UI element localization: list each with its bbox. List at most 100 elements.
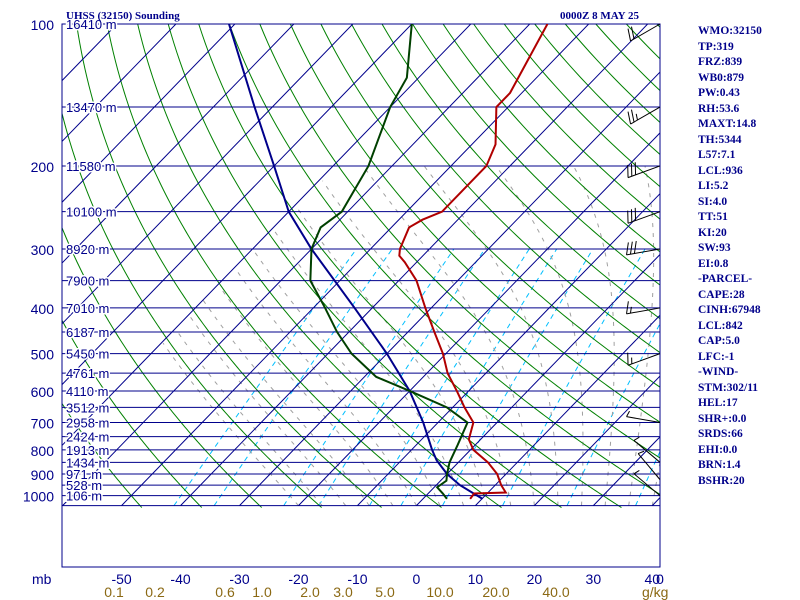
dewpoint-trace-point xyxy=(309,279,311,282)
height-label: 5450 m xyxy=(66,347,109,362)
dewpoint-trace-point xyxy=(411,24,413,25)
index-value: TT:51 xyxy=(698,211,728,223)
dry-adiabat xyxy=(411,24,660,286)
isotherm-line xyxy=(475,314,660,506)
dewpoint-trace-point xyxy=(406,77,408,79)
height-label: 2958 m xyxy=(66,416,109,431)
isotherm-line xyxy=(62,24,354,325)
isotherm-line xyxy=(62,24,295,264)
height-label: 7900 m xyxy=(66,274,109,289)
index-value: CINH:67948 xyxy=(698,304,761,316)
barb-flag xyxy=(627,111,632,125)
temperature-trace-point xyxy=(468,438,470,440)
temperature-tick-label: -10 xyxy=(347,571,367,587)
pressure-tick-label: 1000 xyxy=(23,489,54,505)
index-value: SHR+:0.0 xyxy=(698,412,747,425)
parcel-trace-point xyxy=(481,498,483,500)
mixing-ratio-line xyxy=(566,322,660,506)
pressure-tick-label: 700 xyxy=(31,416,55,432)
plot-frame xyxy=(61,23,661,568)
barb-flag xyxy=(626,242,629,255)
index-value: -PARCEL- xyxy=(698,273,753,285)
wind-barb xyxy=(626,410,661,424)
temperature-trace-point xyxy=(485,165,487,167)
barb-staff xyxy=(633,473,661,496)
index-value: SRDS:66 xyxy=(698,428,743,440)
index-value: BRN:1.4 xyxy=(698,459,741,471)
mixing-ratio-tick-label: 40.0 xyxy=(542,584,569,600)
isotherm-line xyxy=(180,24,649,506)
temperature-trace-point xyxy=(494,143,497,145)
barb-half-flag xyxy=(633,436,640,441)
parcel-trace-point xyxy=(386,353,388,355)
isotherm-line xyxy=(62,24,472,447)
temperature-trace-point xyxy=(415,279,418,282)
temperature-trace-point xyxy=(469,498,471,500)
moist-adiabat xyxy=(362,165,535,506)
height-label: 16410 m xyxy=(66,17,117,32)
index-value: BSHR:20 xyxy=(698,474,745,487)
temperature-trace-point xyxy=(487,461,489,463)
isotherm-line xyxy=(62,24,236,203)
wind-barb xyxy=(627,207,661,224)
mixing-ratio-line xyxy=(173,248,357,506)
index-value: RH:53.6 xyxy=(698,102,740,115)
barb-half-flag xyxy=(635,113,638,121)
dewpoint-trace-point xyxy=(409,390,411,392)
index-value: EHI:0.0 xyxy=(698,443,738,456)
dewpoint-trace-point xyxy=(445,480,448,482)
isotherm-line xyxy=(239,71,660,506)
dewpoint-trace-point xyxy=(448,461,451,463)
index-value: FRZ:839 xyxy=(698,56,743,68)
temperature-trace-point xyxy=(424,307,426,309)
temperature-tick-label: -50 xyxy=(111,571,131,587)
pressure-unit-label: mb xyxy=(32,571,52,587)
station-title: UHSS (32150) Sounding xyxy=(66,10,180,22)
height-label: 11580 m xyxy=(66,159,116,174)
isotherm-line xyxy=(416,253,660,506)
index-value: PW:0.43 xyxy=(698,87,740,99)
barb-flag xyxy=(626,301,629,314)
barb-flag xyxy=(630,109,635,123)
temperature-trace-point xyxy=(441,211,443,213)
index-value: LCL:936 xyxy=(698,164,743,177)
barb-half-flag xyxy=(629,306,632,314)
index-value: LCL:842 xyxy=(698,319,743,332)
parcel-trace-point xyxy=(459,484,461,486)
mixing-ratio-line xyxy=(442,248,594,506)
temperature-tick-label: 10 xyxy=(468,571,484,587)
dewpoint-trace-point xyxy=(367,165,370,167)
dewpoint-trace xyxy=(309,24,469,500)
mixing-ratio-line xyxy=(318,248,486,506)
dry-adiabat xyxy=(62,226,263,508)
mixing-ratio-line xyxy=(400,248,558,506)
temperature-trace-point xyxy=(546,24,549,25)
temperature-trace-point xyxy=(399,248,401,250)
barb-flag xyxy=(627,28,632,42)
height-label: 1913 m xyxy=(66,443,109,458)
height-label: 4110 m xyxy=(66,384,108,399)
temperature-trace-point xyxy=(442,353,444,355)
dewpoint-trace-point xyxy=(310,248,313,250)
pressure-tick-label: 600 xyxy=(31,384,55,400)
dewpoint-trace-point xyxy=(446,473,448,475)
isotherm-line xyxy=(62,24,531,506)
barb-staff xyxy=(637,453,661,480)
dewpoint-trace-point xyxy=(341,211,343,213)
temperature-trace-point xyxy=(472,421,474,424)
isotherm-line xyxy=(121,24,590,506)
barb-staff xyxy=(627,211,661,224)
height-label: 2424 m xyxy=(66,430,109,445)
barb-staff xyxy=(626,307,661,315)
mixing-ratio-line xyxy=(369,248,530,506)
temperature-trace-point xyxy=(408,226,410,229)
pressure-tick-label: 500 xyxy=(31,347,55,363)
temperature-trace-point xyxy=(505,491,507,494)
index-value: -WIND- xyxy=(698,366,739,378)
temperature-trace-point xyxy=(509,92,511,94)
sounding-time: 0000Z 8 MAY 25 xyxy=(560,10,639,22)
temperature-trace-point xyxy=(500,484,502,486)
mixing-ratio-tick-label: 1.0 xyxy=(252,584,272,600)
isotherm-line xyxy=(62,24,413,386)
dewpoint-trace-point xyxy=(457,444,459,446)
